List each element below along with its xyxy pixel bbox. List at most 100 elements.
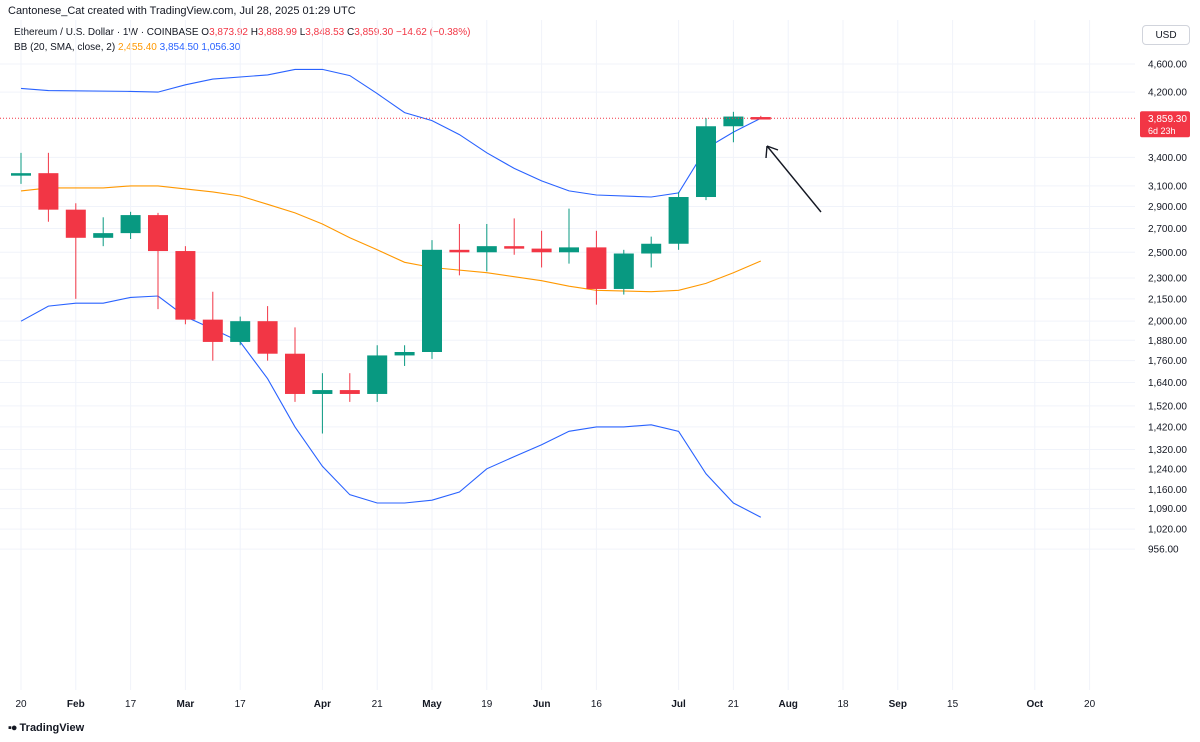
- candle: [723, 111, 744, 143]
- y-tick-label: 1,520.00: [1148, 401, 1187, 412]
- candle: [586, 230, 607, 305]
- x-tick-label: 15: [947, 699, 959, 710]
- symbol-name[interactable]: Ethereum / U.S. Dollar · 1W · COINBASE: [14, 27, 199, 38]
- candle-body: [367, 355, 388, 394]
- low-value: 3,848.53: [305, 27, 345, 38]
- currency-button[interactable]: USD: [1142, 25, 1190, 45]
- candle: [175, 246, 196, 325]
- x-tick-label: 21: [728, 699, 740, 710]
- candle-body: [422, 249, 442, 352]
- candle: [422, 240, 442, 359]
- x-tick-label: 17: [125, 699, 137, 710]
- bb-lower-line: [20, 295, 762, 518]
- candle-body: [11, 173, 31, 176]
- candle-body: [65, 209, 86, 238]
- price-axis[interactable]: 956.00 1,020.00 1,090.00 1,160.00 1,240.00 1,…: [1148, 60, 1187, 556]
- price-badge-background: [1140, 111, 1190, 138]
- candle-body: [285, 353, 305, 394]
- candle-body: [148, 215, 168, 252]
- bollinger-bands: [20, 68, 762, 518]
- candle: [559, 208, 579, 264]
- candle: [11, 152, 31, 184]
- x-tick-label: 18: [837, 699, 849, 710]
- y-tick-label: 1,090.00: [1148, 504, 1187, 515]
- candle: [230, 316, 251, 346]
- candle: [120, 211, 141, 239]
- candle-body: [257, 321, 278, 354]
- candle-body: [339, 390, 360, 394]
- candle-body: [531, 248, 552, 253]
- candle-body: [668, 197, 689, 244]
- y-tick-label: 1,320.00: [1148, 445, 1187, 456]
- close-label: C: [347, 27, 355, 38]
- time-axis[interactable]: 20 Feb 17 Mar 17 Apr 21 May 19 Jun 16 Jul 21 Aug 18 Sep…: [15, 699, 1095, 710]
- candle-body: [312, 390, 333, 394]
- indicator-name[interactable]: BB (20, SMA, close, 2): [14, 42, 116, 53]
- price-badge: 3,859.30 6d 23h: [1140, 111, 1190, 138]
- symbol-legend: Ethereum / U.S. Dollar · 1W · COINBASE O…: [14, 27, 470, 38]
- candle: [668, 191, 689, 250]
- candle: [750, 115, 771, 120]
- candle-body: [750, 117, 771, 120]
- x-tick-label: Mar: [177, 699, 195, 710]
- y-tick-label: 1,240.00: [1148, 464, 1187, 475]
- tradingview-logo[interactable]: ▪● TradingView: [8, 722, 84, 734]
- x-tick-label: 20: [1084, 699, 1096, 710]
- candle: [394, 345, 415, 366]
- candle: [257, 306, 278, 361]
- x-tick-label: May: [422, 699, 442, 710]
- candle-body: [586, 247, 607, 289]
- annotation-arrow-shaft: [766, 145, 822, 213]
- candle: [613, 249, 634, 295]
- annotation-arrow-head: [765, 145, 779, 159]
- high-value: 3,888.99: [258, 27, 297, 38]
- low-label: L: [299, 27, 306, 38]
- y-tick-label: 4,600.00: [1148, 60, 1187, 71]
- candle: [696, 118, 716, 201]
- y-tick-label: 1,160.00: [1148, 485, 1187, 496]
- candle: [339, 373, 360, 402]
- candle-body: [613, 253, 634, 289]
- candle: [93, 217, 114, 247]
- candle: [65, 203, 86, 299]
- x-tick-label: Jun: [533, 699, 551, 710]
- x-tick-label: 21: [372, 699, 384, 710]
- candle: [504, 218, 525, 255]
- y-tick-label: 1,420.00: [1148, 422, 1187, 433]
- candle-body: [120, 215, 141, 234]
- x-tick-label: Feb: [67, 699, 85, 710]
- candle: [367, 345, 388, 402]
- annotation: [765, 145, 822, 213]
- y-tick-label: 2,500.00: [1148, 248, 1187, 259]
- x-tick-label: 17: [235, 699, 247, 710]
- y-tick-label: 3,400.00: [1148, 153, 1187, 164]
- candle: [202, 291, 223, 361]
- candle: [449, 223, 470, 276]
- y-tick-label: 1,760.00: [1148, 356, 1187, 367]
- candle: [38, 152, 59, 222]
- candle: [312, 373, 333, 434]
- x-tick-label: Oct: [1026, 699, 1043, 710]
- candle-body: [38, 173, 59, 210]
- y-tick-label: 2,300.00: [1148, 274, 1187, 285]
- bb-lower-value: 1,056.30: [201, 42, 241, 53]
- y-tick-label: 2,900.00: [1148, 202, 1187, 213]
- y-tick-label: 2,000.00: [1148, 317, 1187, 328]
- candle-body: [723, 116, 744, 127]
- candles: [11, 111, 771, 434]
- grid: [0, 20, 1135, 690]
- y-tick-label: 4,200.00: [1148, 88, 1187, 99]
- candle-body: [696, 126, 716, 198]
- candle: [148, 212, 168, 310]
- x-tick-label: Sep: [889, 699, 907, 710]
- price-badge-countdown: 6d 23h: [1148, 126, 1176, 136]
- y-tick-label: 1,020.00: [1148, 525, 1187, 536]
- x-tick-label: 16: [591, 699, 603, 710]
- candle: [641, 236, 662, 268]
- candle-body: [504, 246, 525, 249]
- high-label: H: [250, 27, 259, 38]
- tradingview-brand: TradingView: [19, 722, 85, 734]
- candle-body: [476, 246, 497, 253]
- y-tick-label: 956.00: [1148, 545, 1179, 556]
